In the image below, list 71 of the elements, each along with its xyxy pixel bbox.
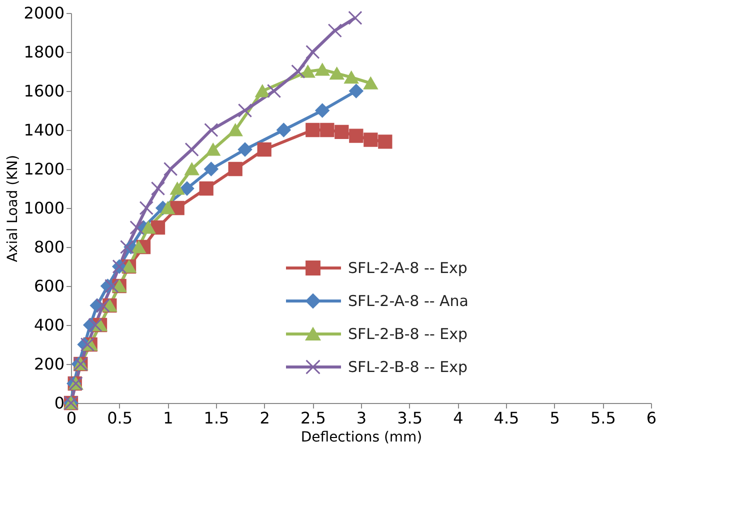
- x-tick-label: 5: [550, 408, 560, 428]
- point: [276, 122, 291, 138]
- y-tick-label: 200: [34, 354, 64, 374]
- legend-label: SFL-2-A-8 -- Ana: [348, 292, 468, 310]
- point: [139, 200, 154, 216]
- x-tick-label: 2.5: [300, 408, 326, 428]
- point: [315, 103, 330, 118]
- y-tick-label: 800: [34, 238, 64, 256]
- x-tick-label: 4.5: [494, 408, 520, 428]
- point: [130, 220, 144, 235]
- point: [150, 181, 166, 196]
- x-axis-title: Deflections (mm): [300, 430, 422, 446]
- x-tick-label: 5.5: [590, 408, 616, 428]
- x-tick-label: 3: [356, 408, 367, 428]
- point: [96, 298, 110, 313]
- y-tick-label: 2000: [24, 4, 64, 22]
- point: [170, 182, 184, 195]
- y-tick-label: 1400: [24, 120, 64, 140]
- x-tick-label: 0: [66, 408, 77, 428]
- x-tick-label: 0.5: [107, 408, 133, 428]
- point: [349, 84, 364, 98]
- point: [300, 65, 315, 78]
- y-axis-title: Axial Load (KN): [4, 154, 21, 262]
- point: [184, 162, 199, 176]
- y-tick-label: 1800: [24, 42, 64, 62]
- y-tick-label: 1600: [24, 82, 64, 100]
- point: [330, 67, 344, 80]
- point: [255, 84, 270, 98]
- x-tick-label: 1: [163, 408, 174, 428]
- point: [320, 122, 334, 138]
- point: [199, 181, 214, 196]
- point: [80, 337, 95, 352]
- y-tick-label: 600: [34, 276, 64, 296]
- point: [120, 240, 134, 254]
- point: [364, 76, 378, 90]
- legend-label: SFL-2-B-8 -- Exp: [348, 358, 468, 376]
- legend-label: SFL-2-A-8 -- Exp: [348, 259, 468, 277]
- point: [364, 132, 378, 147]
- point: [88, 318, 102, 332]
- point: [132, 240, 146, 254]
- point: [315, 63, 330, 76]
- point: [206, 143, 220, 156]
- point: [238, 142, 252, 157]
- point: [349, 128, 364, 143]
- y-tick-label: 400: [34, 316, 64, 334]
- point: [334, 124, 349, 140]
- point: [170, 200, 184, 216]
- point: [204, 162, 218, 176]
- point: [306, 122, 320, 138]
- point: [180, 181, 194, 196]
- point: [141, 221, 156, 234]
- point: [104, 278, 119, 294]
- point: [228, 162, 242, 176]
- x-tick-label: 3.5: [397, 408, 423, 428]
- x-tick-label: 6: [646, 408, 657, 428]
- point: [238, 103, 252, 118]
- point: [204, 122, 218, 138]
- point: [257, 142, 272, 157]
- point: [344, 71, 358, 84]
- x-tick-label: 2: [260, 408, 270, 428]
- y-tick-label: 1200: [24, 160, 64, 178]
- point: [291, 64, 306, 79]
- x-tick-label: 4: [453, 408, 464, 428]
- point: [228, 124, 242, 136]
- x-tick-label: 1.5: [204, 408, 230, 428]
- y-tick-label: 0: [54, 394, 64, 412]
- point: [348, 10, 362, 25]
- legend-label: SFL-2-B-8 -- Exp: [348, 325, 468, 343]
- y-tick-label: 1000: [24, 198, 64, 218]
- point: [378, 134, 392, 149]
- point: [160, 202, 175, 214]
